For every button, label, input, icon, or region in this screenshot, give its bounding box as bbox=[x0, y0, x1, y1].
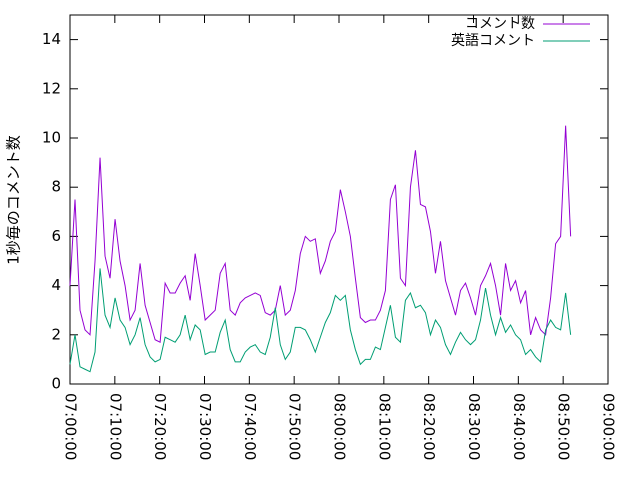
x-tick-label: 07:00:00 bbox=[62, 393, 80, 460]
x-tick-label: 07:10:00 bbox=[106, 393, 124, 460]
x-tick-label: 07:40:00 bbox=[241, 393, 259, 460]
legend-label: 英語コメント bbox=[451, 32, 535, 49]
y-tick-label: 14 bbox=[42, 30, 61, 48]
x-tick-label: 08:10:00 bbox=[375, 393, 393, 460]
x-tick-label: 08:40:00 bbox=[510, 393, 528, 460]
y-tick-label: 8 bbox=[51, 178, 61, 196]
legend-label: コメント数 bbox=[465, 16, 535, 32]
x-tick-label: 08:00:00 bbox=[331, 393, 349, 460]
y-tick-label: 6 bbox=[51, 227, 61, 245]
x-tick-label: 08:30:00 bbox=[465, 393, 483, 460]
y-tick-label: 4 bbox=[51, 276, 61, 294]
x-tick-label: 08:20:00 bbox=[420, 393, 438, 460]
y-tick-label: 12 bbox=[42, 79, 61, 97]
x-tick-label: 07:20:00 bbox=[151, 393, 169, 460]
y-tick-label: 0 bbox=[51, 375, 61, 393]
x-tick-label: 08:50:00 bbox=[555, 393, 573, 460]
x-tick-label: 07:30:00 bbox=[196, 393, 214, 460]
y-axis-label: 1秒毎のコメント数 bbox=[5, 135, 23, 265]
series-line bbox=[69, 125, 572, 343]
series-line bbox=[69, 268, 572, 373]
x-tick-label: 07:50:00 bbox=[286, 393, 304, 460]
y-tick-label: 2 bbox=[51, 325, 61, 343]
x-tick-label: 09:00:00 bbox=[600, 393, 618, 460]
y-tick-label: 10 bbox=[42, 129, 61, 147]
